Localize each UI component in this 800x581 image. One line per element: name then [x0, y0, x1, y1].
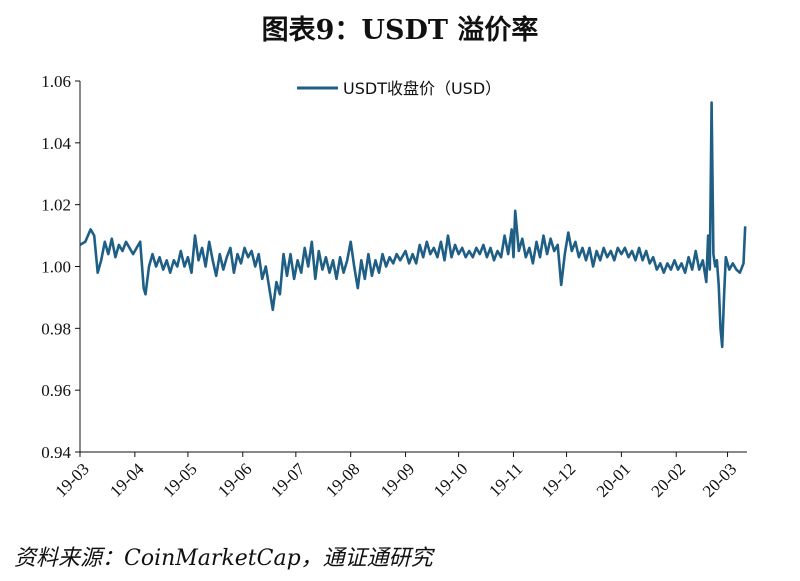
x-tick-label: 20-03 [699, 459, 740, 500]
x-tick-label: 19-09 [377, 459, 418, 500]
x-tick-label: 19-12 [538, 459, 579, 500]
y-tick-label: 1.00 [41, 258, 71, 277]
legend: USDT收盘价（USD） [297, 79, 501, 98]
x-tick-label: 19-03 [51, 459, 92, 500]
y-tick-label: 1.06 [41, 72, 71, 91]
series-group [79, 101, 747, 349]
y-tick-label: 0.94 [41, 443, 71, 462]
y-tick-label: 1.02 [41, 196, 71, 215]
y-axis-ticks: 0.94 0.96 0.98 1.00 1.02 1.04 1.06 [41, 72, 80, 462]
x-tick-label: 19-05 [159, 459, 200, 500]
x-tick-label: 19-10 [430, 459, 471, 500]
x-tick-label: 19-04 [106, 459, 148, 501]
series-line [79, 101, 747, 349]
y-tick-label: 0.96 [41, 381, 71, 400]
x-tick-label: 19-11 [485, 459, 526, 500]
y-tick-label: 0.98 [41, 319, 71, 338]
x-axis-ticks: 19-03 19-04 19-05 19-06 19-07 19-08 19-09 19-10… [51, 452, 740, 501]
y-tick-label: 1.04 [41, 134, 71, 153]
x-tick-label: 19-07 [267, 459, 309, 501]
source-note: 资料来源：CoinMarketCap，通证通研究 [14, 546, 433, 571]
x-tick-label: 19-08 [322, 459, 363, 500]
x-tick-label: 20-02 [648, 459, 689, 500]
x-tick-label: 19-06 [214, 459, 255, 500]
x-tick-label: 20-01 [593, 459, 634, 500]
legend-label: USDT收盘价（USD） [343, 79, 501, 98]
page-title: 图表9：USDT 溢价率 [261, 15, 539, 46]
chart-axes [79, 81, 747, 453]
